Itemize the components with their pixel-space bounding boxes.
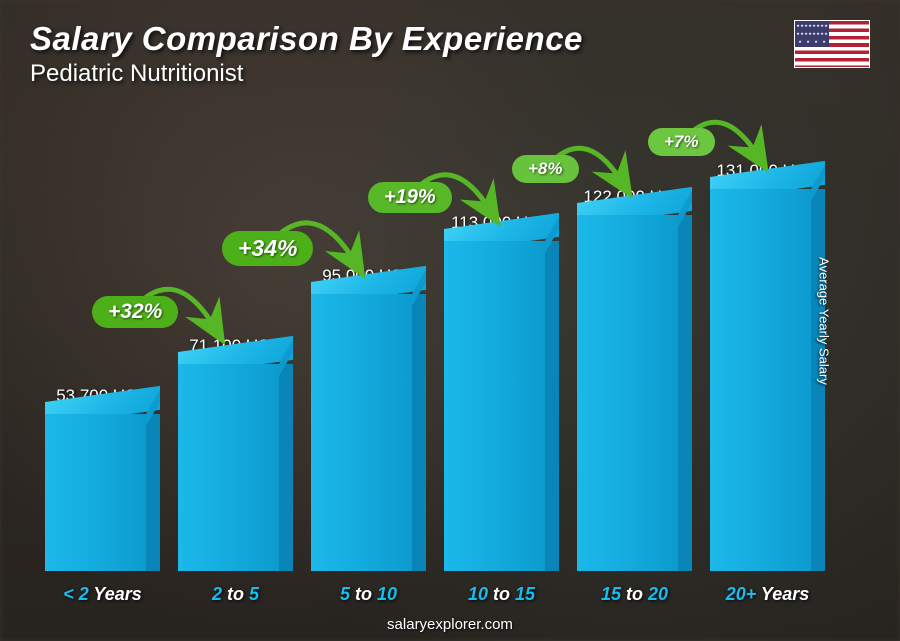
infographic-container: Salary Comparison By Experience Pediatri…	[0, 0, 900, 641]
bar-4: 122,000 USD	[577, 187, 692, 571]
x-label-0: < 2 Years	[45, 584, 160, 605]
x-label-1: 2 to 5	[178, 584, 293, 605]
increase-badge-2: +19%	[368, 182, 452, 213]
increase-badge-3: +8%	[512, 155, 579, 183]
bar-1: 71,100 USD	[178, 336, 293, 571]
x-label-3: 10 to 15	[444, 584, 559, 605]
increase-badge-1: +34%	[222, 231, 313, 266]
x-label-4: 15 to 20	[577, 584, 692, 605]
x-label-5: 20+ Years	[710, 584, 825, 605]
increase-badge-0: +32%	[92, 296, 178, 328]
bar-shape	[710, 189, 825, 571]
x-axis-labels: < 2 Years 2 to 5 5 to 10 10 to 15 15 to 20 20…	[30, 584, 840, 605]
bar-shape	[444, 241, 559, 571]
bar-shape	[178, 364, 293, 571]
y-axis-label: Average Yearly Salary	[817, 257, 832, 385]
bar-3: 113,000 USD	[444, 213, 559, 571]
page-title: Salary Comparison By Experience	[30, 20, 583, 58]
bar-shape	[311, 294, 426, 571]
bar-shape	[577, 215, 692, 571]
increase-badge-4: +7%	[648, 128, 715, 156]
bar-5: 131,000 USD	[710, 161, 825, 571]
footer-credit: salaryexplorer.com	[0, 616, 900, 633]
country-flag-icon: ★★★★★ ★★★★★ ★★★★★ ★★★★★	[794, 20, 870, 68]
x-label-2: 5 to 10	[311, 584, 426, 605]
title-block: Salary Comparison By Experience Pediatri…	[30, 20, 583, 88]
bar-2: 95,000 USD	[311, 266, 426, 571]
bar-0: 53,700 USD	[45, 386, 160, 571]
page-subtitle: Pediatric Nutritionist	[30, 60, 583, 88]
header: Salary Comparison By Experience Pediatri…	[30, 20, 870, 88]
bar-shape	[45, 414, 160, 571]
